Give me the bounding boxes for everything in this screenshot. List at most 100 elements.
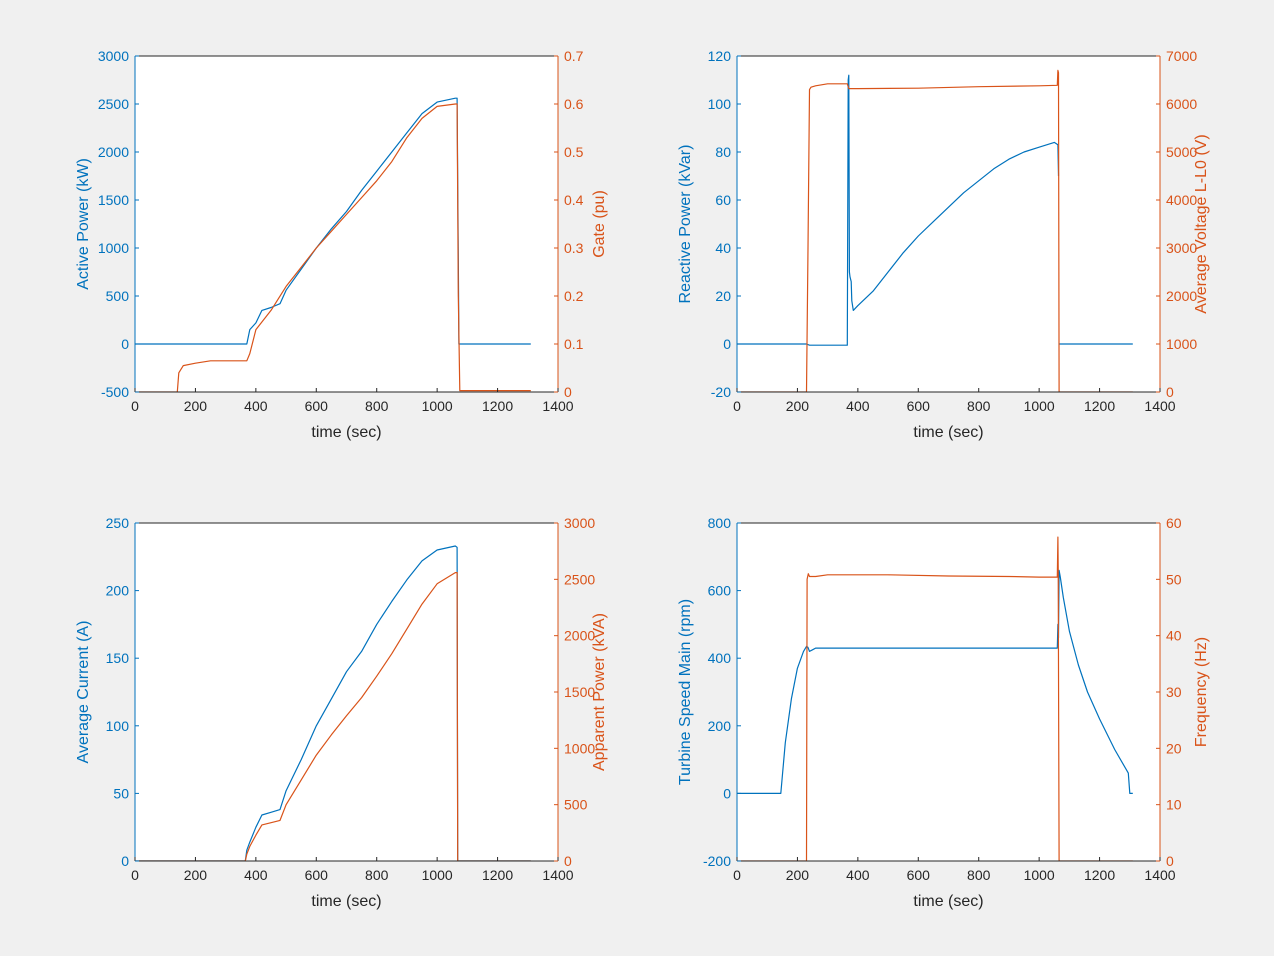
series-group xyxy=(737,536,1133,861)
y-left-tick-label: 40 xyxy=(715,240,731,256)
x-tick-label: 600 xyxy=(305,867,329,883)
plot-area xyxy=(737,56,1160,392)
x-axis-label: time (sec) xyxy=(311,893,381,910)
x-tick-label: 800 xyxy=(365,867,389,883)
y-right-tick-label: 0 xyxy=(564,853,572,869)
y-left-tick-label: 800 xyxy=(708,515,732,531)
series-line-right-2 xyxy=(737,536,1133,861)
y-right-tick-label: 50 xyxy=(1166,571,1182,587)
x-tick-label: 0 xyxy=(131,398,139,414)
y-right-tick-label: 0.5 xyxy=(564,144,584,160)
y-right-tick-label: 6000 xyxy=(1166,96,1197,112)
y-right-tick-label: 1500 xyxy=(564,684,595,700)
y-right-tick-label: 5000 xyxy=(1166,144,1197,160)
y-left-tick-label: 120 xyxy=(708,48,732,64)
x-tick-label: 400 xyxy=(846,867,870,883)
y-right-tick-label: 60 xyxy=(1166,515,1182,531)
y-axis-right-label: Apparent Power (kVA) xyxy=(591,613,608,771)
x-tick-label: 400 xyxy=(244,867,268,883)
series-line-left-1 xyxy=(135,545,531,861)
y-axis-left-label: Active Power (kW) xyxy=(75,158,92,290)
y-right-tick-label: 40 xyxy=(1166,628,1182,644)
x-tick-label: 0 xyxy=(733,867,741,883)
y-left-tick-label: 0 xyxy=(121,853,129,869)
y-left-tick-label: 150 xyxy=(106,650,130,666)
y-left-tick-label: 2000 xyxy=(98,144,129,160)
x-tick-label: 0 xyxy=(733,398,741,414)
x-tick-label: 1200 xyxy=(482,398,513,414)
y-left-tick-label: 200 xyxy=(106,583,130,599)
x-tick-label: 600 xyxy=(305,398,329,414)
x-tick-label: 1400 xyxy=(542,398,573,414)
y-left-tick-label: 1000 xyxy=(98,240,129,256)
x-tick-label: 400 xyxy=(846,398,870,414)
plot-area xyxy=(135,56,558,392)
y-axis-left-label: Reactive Power (kVar) xyxy=(677,145,694,304)
y-left-tick-label: 200 xyxy=(708,718,732,734)
series-line-right-2 xyxy=(135,103,531,392)
y-left-tick-label: 250 xyxy=(106,515,130,531)
series-group xyxy=(135,545,531,861)
series-line-right-2 xyxy=(135,571,531,861)
y-right-tick-label: 30 xyxy=(1166,684,1182,700)
y-right-tick-label: 0.7 xyxy=(564,48,584,64)
x-tick-label: 800 xyxy=(967,398,991,414)
series-line-left-1 xyxy=(737,74,1060,346)
y-right-tick-label: 3000 xyxy=(1166,240,1197,256)
y-right-tick-label: 500 xyxy=(564,797,588,813)
y-right-tick-label: 0.2 xyxy=(564,288,584,304)
y-left-tick-label: 80 xyxy=(715,144,731,160)
y-axis-right-label: Average Voltage L-L0 (V) xyxy=(1193,134,1210,313)
y-right-tick-label: 10 xyxy=(1166,797,1182,813)
x-axis-label: time (sec) xyxy=(913,424,983,441)
y-right-tick-label: 0 xyxy=(564,384,572,400)
x-axis-label: time (sec) xyxy=(311,424,381,441)
y-left-tick-label: 0 xyxy=(723,785,731,801)
y-right-tick-label: 3000 xyxy=(564,515,595,531)
y-left-tick-label: 0 xyxy=(121,336,129,352)
plot-area xyxy=(737,523,1160,861)
series-line-left-1 xyxy=(737,569,1133,795)
y-right-tick-label: 0 xyxy=(1166,384,1174,400)
y-axis-right-label: Gate (pu) xyxy=(591,190,608,258)
plot-area xyxy=(135,523,558,861)
x-tick-label: 1200 xyxy=(1084,398,1115,414)
x-tick-label: 600 xyxy=(907,398,931,414)
y-right-tick-label: 2000 xyxy=(1166,288,1197,304)
x-tick-label: 1400 xyxy=(542,867,573,883)
series-line-right-3 xyxy=(737,69,1133,392)
y-left-tick-label: 600 xyxy=(708,583,732,599)
x-tick-label: 1000 xyxy=(422,398,453,414)
series-group xyxy=(737,69,1133,392)
y-right-tick-label: 1000 xyxy=(564,740,595,756)
x-tick-label: 1400 xyxy=(1144,867,1175,883)
chart-panel-1: 0 200 400 600 800 1000 1200 1400-50005001000150… xyxy=(75,48,608,441)
y-right-tick-label: 7000 xyxy=(1166,48,1197,64)
y-left-tick-label: -20 xyxy=(711,384,731,400)
chart-panel-2: 0 200 400 600 800 1000 1200 1400-20020406080100… xyxy=(677,48,1210,441)
x-tick-label: 600 xyxy=(907,867,931,883)
y-left-tick-label: -200 xyxy=(703,853,731,869)
x-tick-label: 200 xyxy=(786,867,810,883)
y-right-tick-label: 20 xyxy=(1166,740,1182,756)
x-tick-label: 400 xyxy=(244,398,268,414)
x-tick-label: 200 xyxy=(786,398,810,414)
x-axis-label: time (sec) xyxy=(913,893,983,910)
x-tick-label: 1400 xyxy=(1144,398,1175,414)
y-left-tick-label: 500 xyxy=(106,288,130,304)
y-right-tick-label: 0.4 xyxy=(564,192,584,208)
y-left-tick-label: -500 xyxy=(101,384,129,400)
y-right-tick-label: 0.3 xyxy=(564,240,584,256)
y-left-tick-label: 100 xyxy=(106,718,130,734)
chart-panel-3: 0 200 400 600 800 1000 1200 1400050100150200250… xyxy=(75,515,608,910)
y-right-tick-label: 2500 xyxy=(564,571,595,587)
chart-panel-4: 0 200 400 600 800 1000 1200 1400-20002004006008… xyxy=(677,515,1210,910)
y-right-tick-label: 0 xyxy=(1166,853,1174,869)
y-axis-right-label: Frequency (Hz) xyxy=(1193,637,1210,747)
x-tick-label: 0 xyxy=(131,867,139,883)
x-tick-label: 1000 xyxy=(1024,398,1055,414)
series-group xyxy=(135,97,531,392)
x-tick-label: 1000 xyxy=(422,867,453,883)
x-tick-label: 800 xyxy=(365,398,389,414)
